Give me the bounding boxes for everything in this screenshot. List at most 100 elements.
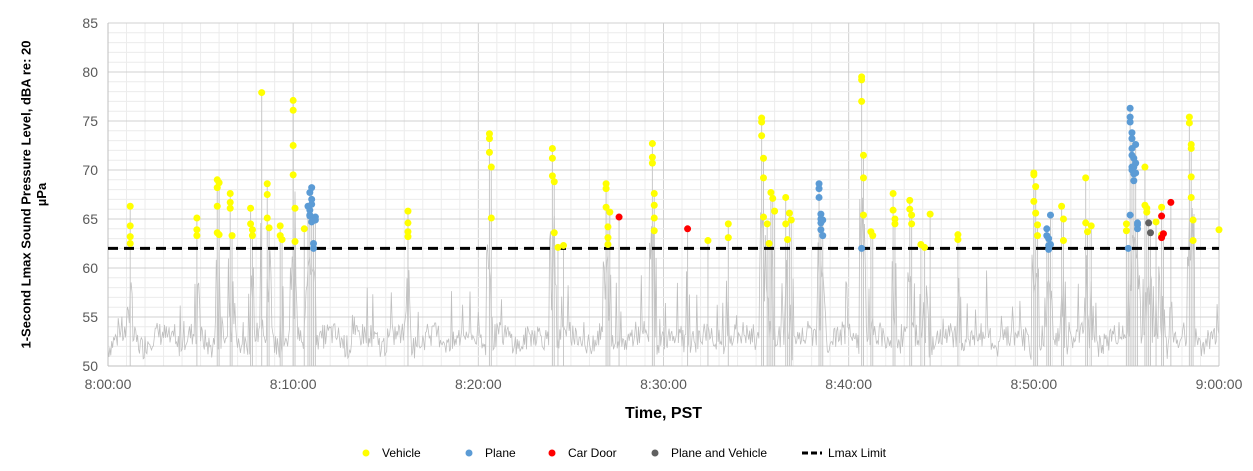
point-vehicle: [891, 220, 899, 228]
point-vehicle: [263, 180, 271, 188]
point-car-door: [1158, 212, 1166, 220]
point-vehicle: [1082, 174, 1090, 182]
point-vehicle: [485, 148, 493, 156]
y-tick-label: 65: [82, 211, 98, 227]
point-plane: [1126, 113, 1134, 121]
x-tick-label: 8:30:00: [640, 376, 687, 392]
point-vehicle: [650, 214, 658, 222]
point-vehicle: [560, 241, 568, 249]
point-vehicle: [126, 202, 134, 210]
legend-label: Lmax Limit: [828, 446, 887, 460]
point-vehicle: [785, 209, 793, 217]
point-vehicle: [650, 201, 658, 209]
point-vehicle: [1030, 197, 1038, 205]
point-vehicle: [1084, 228, 1092, 236]
x-tick-label: 8:10:00: [270, 376, 317, 392]
point-vehicle: [769, 194, 777, 202]
point-vehicle: [1187, 173, 1195, 181]
point-vehicle: [289, 106, 297, 114]
point-plane: [306, 206, 314, 214]
point-vehicle: [548, 144, 556, 152]
point-vehicle: [858, 97, 866, 105]
point-vehicle: [784, 236, 792, 244]
point-plane: [308, 195, 316, 203]
legend-label: Vehicle: [382, 446, 421, 460]
point-plane: [308, 184, 316, 192]
y-axis-title: 1-Second Lmax Sound Pressure Level, dBA …: [18, 40, 49, 348]
point-vehicle: [215, 231, 223, 239]
point-vehicle: [193, 214, 201, 222]
point-plane: [1126, 211, 1134, 219]
point-vehicle: [289, 96, 297, 104]
point-vehicle: [921, 243, 929, 251]
point-vehicle: [771, 207, 779, 215]
point-plane: [311, 216, 319, 224]
point-vehicle: [954, 236, 962, 244]
point-plane: [1128, 129, 1136, 137]
point-vehicle: [1034, 221, 1042, 229]
point-plane: [815, 193, 823, 201]
legend-item-car-door: Car Door: [548, 446, 617, 460]
point-vehicle: [276, 222, 284, 230]
point-vehicle: [291, 238, 299, 246]
point-plane: [1128, 135, 1136, 143]
y-tick-label: 80: [82, 64, 98, 80]
point-vehicle: [926, 210, 934, 218]
point-vehicle: [247, 220, 255, 228]
legend-swatch: [465, 449, 473, 457]
point-vehicle: [1082, 219, 1090, 227]
point-vehicle: [858, 76, 866, 84]
point-vehicle: [869, 232, 877, 240]
point-vehicle: [1032, 183, 1040, 191]
point-vehicle: [213, 202, 221, 210]
point-vehicle: [226, 204, 234, 212]
point-plane: [1130, 177, 1138, 185]
point-vehicle: [906, 196, 914, 204]
point-vehicle: [404, 228, 412, 236]
point-vehicle: [126, 222, 134, 230]
point-vehicle: [650, 227, 658, 235]
point-vehicle: [247, 204, 255, 212]
point-plane: [1126, 104, 1134, 112]
point-vehicle: [1143, 208, 1151, 216]
y-tick-label: 55: [82, 309, 98, 325]
point-vehicle: [602, 185, 610, 193]
point-vehicle: [758, 118, 766, 126]
point-vehicle: [604, 234, 612, 242]
y-axis-title-line-2: µPa: [34, 182, 49, 206]
point-vehicle: [606, 208, 614, 216]
point-vehicle: [1185, 113, 1193, 121]
point-vehicle: [487, 163, 495, 171]
point-plane: [1134, 225, 1142, 233]
point-vehicle: [263, 214, 271, 222]
point-vehicle: [289, 171, 297, 179]
y-axis-title-line-1: 1-Second Lmax Sound Pressure Level, dBA …: [18, 40, 33, 348]
point-vehicle: [126, 240, 134, 247]
point-plane: [1045, 235, 1053, 243]
legend-swatch: [548, 449, 556, 457]
point-vehicle: [485, 135, 493, 143]
point-plane: [1046, 240, 1054, 248]
point-vehicle: [859, 151, 867, 159]
point-vehicle: [1152, 218, 1160, 226]
point-vehicle: [548, 154, 556, 162]
legend-item-vehicle: Vehicle: [362, 446, 421, 460]
point-plane: [1132, 141, 1140, 149]
x-axis-title: Time, PST: [625, 405, 702, 422]
point-car-door: [615, 213, 623, 221]
point-car-door: [684, 225, 692, 233]
point-vehicle: [554, 243, 562, 251]
point-plane: [1124, 244, 1132, 252]
point-plane: [819, 216, 827, 224]
point-vehicle: [1122, 227, 1130, 235]
point-vehicle: [291, 204, 299, 212]
point-vehicle: [604, 223, 612, 231]
point-plane: [1134, 219, 1142, 227]
point-plane: [815, 185, 823, 193]
point-plane: [1126, 118, 1134, 126]
point-plane: [1132, 159, 1140, 167]
point-vehicle: [228, 232, 236, 240]
point-vehicle: [1122, 220, 1130, 228]
y-tick-labels: 50 55 60 65 70 75 80 85: [82, 15, 98, 374]
